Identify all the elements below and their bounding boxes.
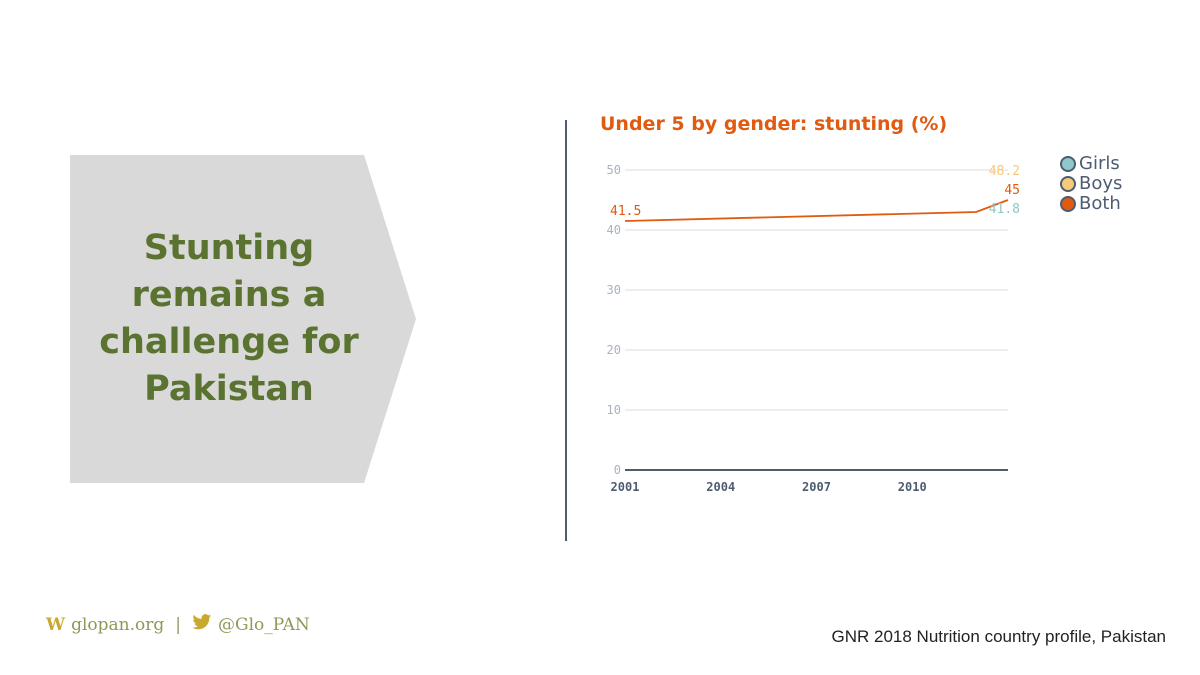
source-note: GNR 2018 Nutrition country profile, Paki… bbox=[831, 627, 1167, 646]
data-label-girls: 41.8 bbox=[989, 202, 1020, 217]
glopan-logo: W bbox=[46, 615, 66, 635]
y-tick-label: 50 bbox=[607, 163, 621, 177]
series-line-both bbox=[624, 199, 1009, 222]
legend-item-boys[interactable]: Boys bbox=[1060, 174, 1122, 194]
legend-swatch bbox=[1060, 176, 1076, 192]
legend-swatch bbox=[1060, 156, 1076, 172]
legend-item-both[interactable]: Both bbox=[1060, 194, 1122, 214]
grid-lines bbox=[625, 169, 1008, 471]
legend-label: Girls bbox=[1079, 153, 1120, 174]
y-axis-ticks: 0 10 20 30 40 50 bbox=[607, 163, 621, 477]
website-link[interactable]: glopan.org bbox=[71, 615, 165, 635]
x-tick-label: 2010 bbox=[898, 480, 927, 494]
x-tick-label: 2007 bbox=[802, 480, 831, 494]
y-tick-label: 30 bbox=[607, 283, 621, 297]
bird-icon bbox=[192, 614, 212, 636]
data-labels: 41.8 48.2 41.5 45 bbox=[610, 164, 1020, 219]
data-label-both: 45 bbox=[1004, 183, 1020, 198]
legend-label: Boys bbox=[1079, 173, 1123, 194]
x-tick-label: 2004 bbox=[706, 480, 735, 494]
legend-label: Both bbox=[1079, 193, 1121, 214]
legend-swatch bbox=[1060, 196, 1076, 212]
x-tick-label: 2001 bbox=[611, 480, 640, 494]
data-label-boys: 48.2 bbox=[989, 164, 1020, 179]
series-lines bbox=[624, 199, 1009, 222]
data-label-both: 41.5 bbox=[610, 204, 641, 219]
y-tick-label: 10 bbox=[607, 403, 621, 417]
x-axis-ticks: 2001 2004 2007 2010 bbox=[611, 480, 927, 494]
chart-title: Under 5 by gender: stunting (%) bbox=[600, 113, 948, 135]
y-tick-label: 0 bbox=[614, 463, 621, 477]
legend: Girls Boys Both bbox=[1060, 154, 1122, 214]
footer-separator: | bbox=[175, 615, 181, 635]
callout-title-wrap: Stunting remains a challenge for Pakista… bbox=[70, 155, 388, 483]
legend-item-girls[interactable]: Girls bbox=[1060, 154, 1122, 174]
callout-title: Stunting remains a challenge for Pakista… bbox=[99, 228, 359, 409]
footer-links: W glopan.org | @Glo_PAN bbox=[46, 614, 310, 636]
chevron-shape bbox=[70, 155, 416, 483]
y-tick-label: 20 bbox=[607, 343, 621, 357]
vertical-divider bbox=[565, 120, 567, 541]
callout-arrow: Stunting remains a challenge for Pakista… bbox=[70, 155, 416, 483]
y-tick-label: 40 bbox=[607, 223, 621, 237]
twitter-handle[interactable]: @Glo_PAN bbox=[218, 615, 310, 635]
